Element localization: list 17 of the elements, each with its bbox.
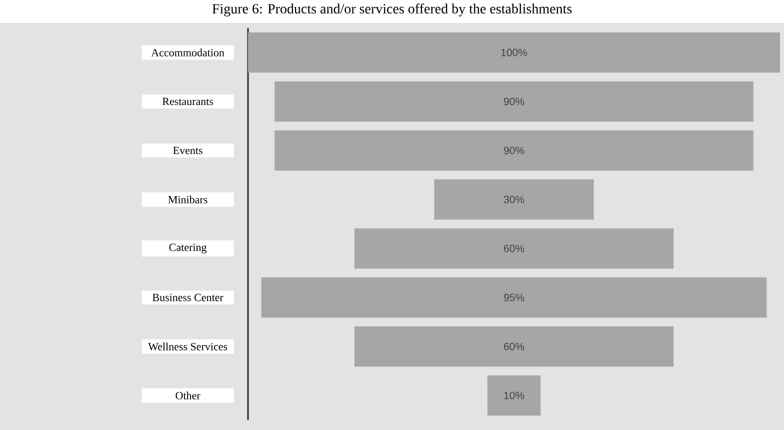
category-label: Accommodation [151,48,224,56]
category-label: Wellness Services [148,342,228,350]
data-label: 60% [504,342,524,350]
data-label: 60% [504,244,524,252]
category-label: Other [176,392,200,400]
data-label: 100% [501,48,528,56]
category-label: Business Center [152,294,224,302]
category-label: Catering [169,244,207,254]
text: Figure 6: Products and/or services offered by the establishments [212,4,572,16]
category-label: Restaurants [162,98,214,106]
category-label: Events [173,146,202,154]
data-label: 10% [504,392,524,400]
data-label: 30% [504,196,524,204]
category-label: Minibars [168,196,208,204]
data-label: 90% [504,146,524,154]
data-label: 90% [504,98,524,106]
data-label: 95% [504,294,524,302]
